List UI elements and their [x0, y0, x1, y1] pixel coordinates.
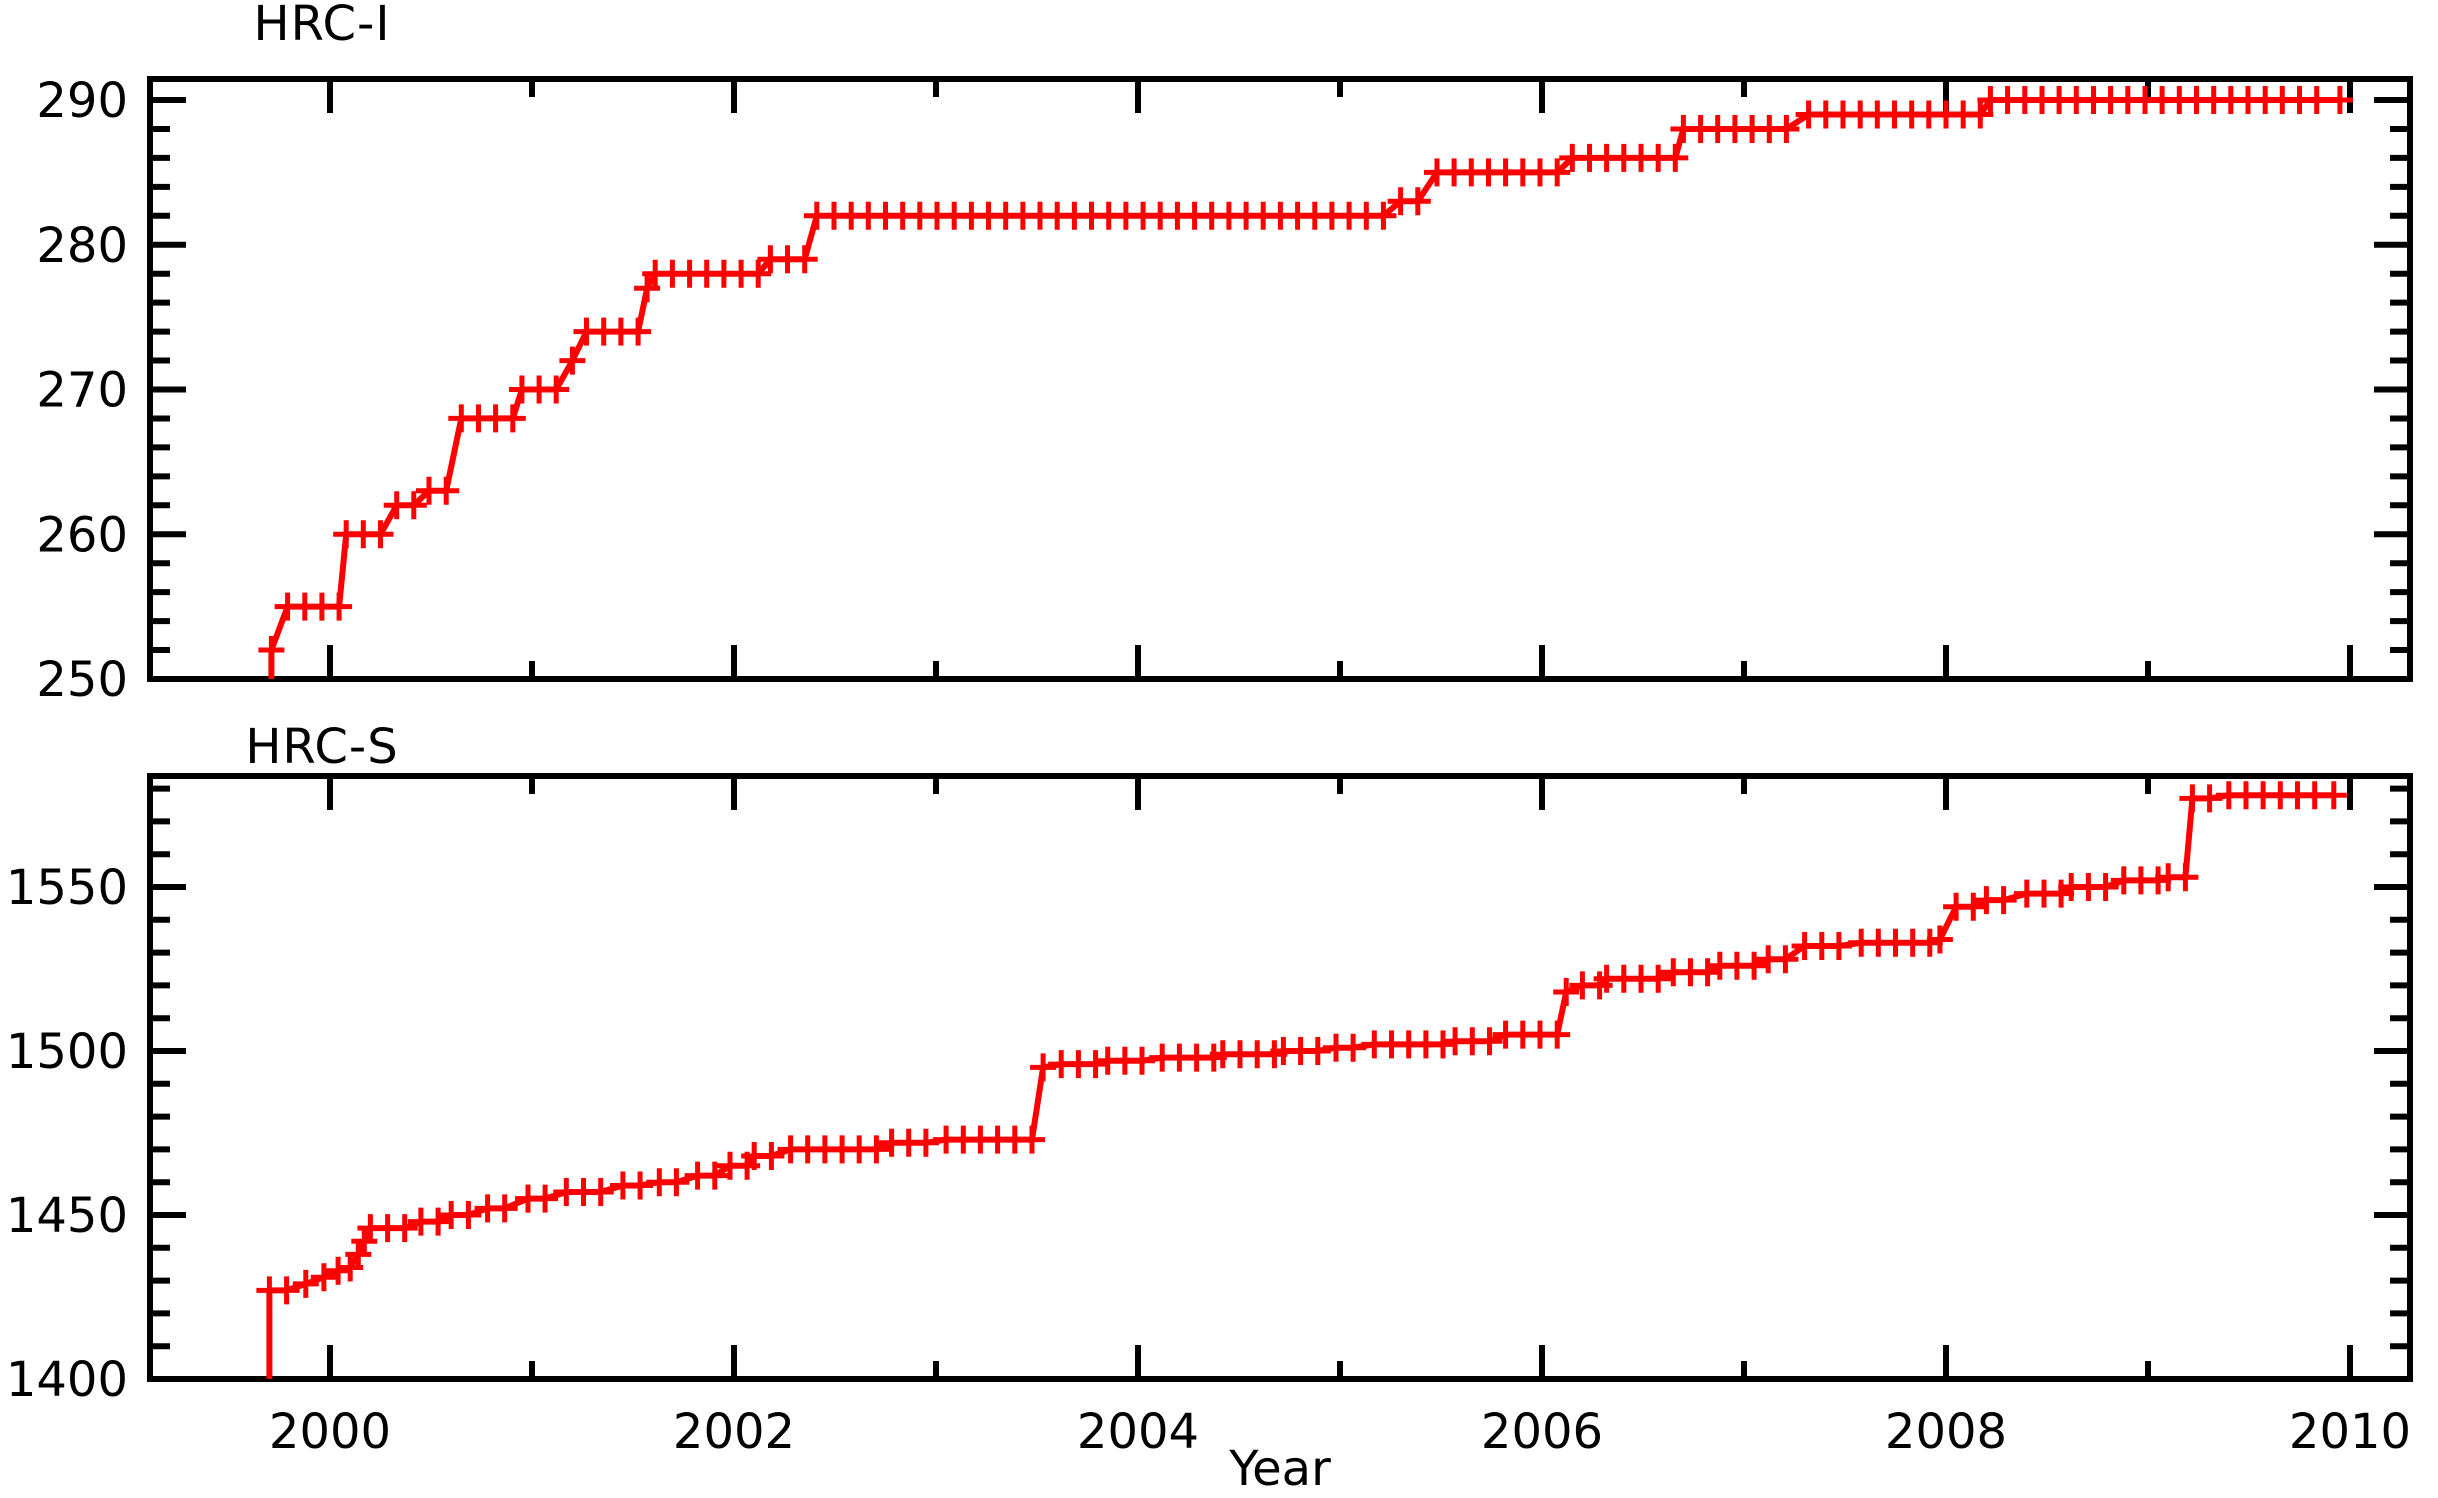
x-tick-label: 2002	[673, 1404, 795, 1460]
y-tick-label: 280	[36, 218, 128, 274]
x-tick-label: 2004	[1077, 1404, 1199, 1460]
plus-markers-hrc-s	[256, 781, 2347, 1305]
data-curve-hrc-s	[266, 792, 2334, 1379]
x-tick-label: 2010	[2289, 1404, 2411, 1460]
x-tick-label: 2008	[1885, 1404, 2007, 1460]
data-curve-hrc-i	[268, 97, 2340, 679]
x-tick-label: 2006	[1481, 1404, 1603, 1460]
plus-markers-hrc-i	[258, 86, 2353, 664]
panel-title-hrc-s: HRC-S	[245, 719, 399, 775]
x-axis-label-year: Year	[1229, 1441, 1331, 1497]
y-tick-label: 260	[36, 507, 128, 563]
y-tick-label: 1450	[6, 1188, 128, 1244]
y-tick-label: 290	[36, 73, 128, 129]
plot-frame-hrc-s	[147, 773, 2413, 1382]
y-tick-label: 1400	[6, 1352, 128, 1408]
x-tick-label: 2000	[269, 1404, 391, 1460]
y-tick-label: 250	[36, 652, 128, 708]
plot-frame-hrc-i	[147, 76, 2413, 682]
y-tick-label: 1550	[6, 860, 128, 916]
y-tick-label: 270	[36, 363, 128, 419]
panel-title-hrc-i: HRC-I	[253, 0, 391, 52]
y-tick-label: 1500	[6, 1024, 128, 1080]
